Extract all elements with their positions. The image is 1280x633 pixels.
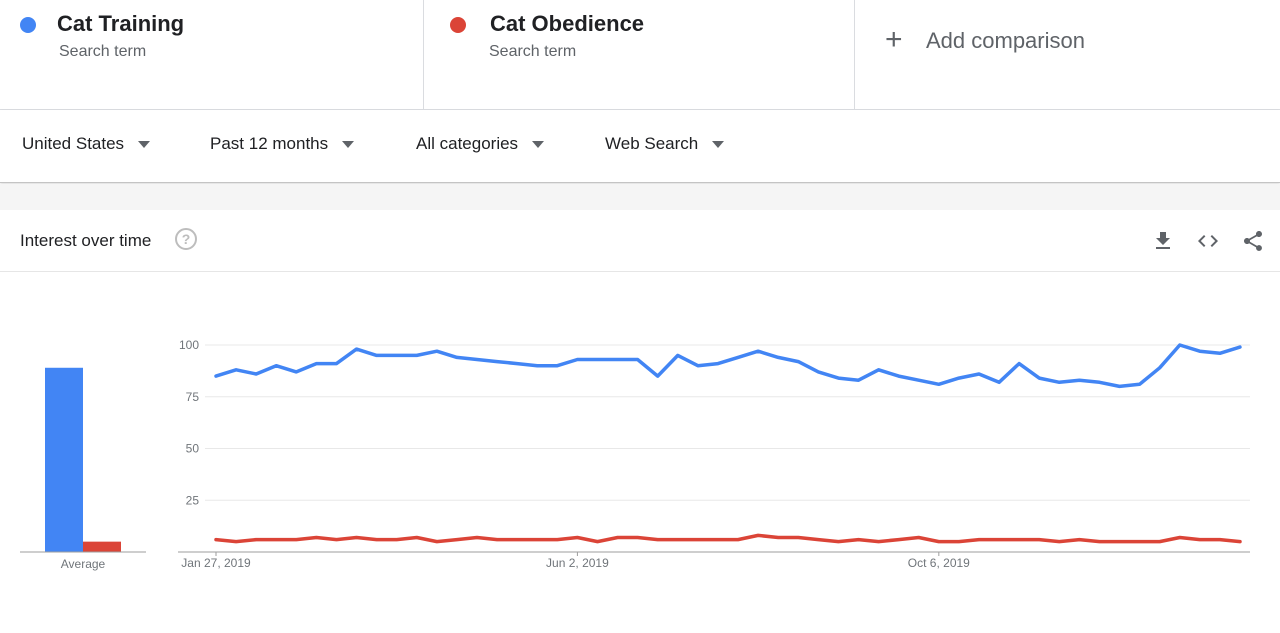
interest-over-time-chart[interactable]: Average 25 50 75 100 Jan 27, 2019 Jun 2, 2019…	[0, 272, 1280, 602]
search-term-card-cat-training[interactable]: Cat Training Search term	[0, 0, 424, 110]
average-bar-chart: Average	[20, 367, 146, 571]
series-color-dot	[450, 17, 466, 33]
region-filter-dropdown[interactable]: United States	[22, 134, 151, 154]
x-tick-label: Jan 27, 2019	[181, 556, 251, 570]
region-filter-label: United States	[22, 134, 125, 153]
x-tick-label: Oct 6, 2019	[908, 556, 970, 570]
embed-code-icon[interactable]	[1196, 229, 1220, 253]
caret-down-icon	[532, 141, 545, 148]
download-icon[interactable]	[1151, 229, 1175, 253]
search-term-subtitle: Search term	[489, 43, 577, 60]
average-bar-cat-obedience[interactable]	[83, 541, 121, 552]
chart-series-lines	[214, 343, 1242, 544]
card-title: Interest over time	[20, 231, 152, 250]
card-header: Interest over time ?	[0, 210, 1280, 272]
caret-down-icon	[342, 141, 355, 148]
add-comparison-button[interactable]: + Add comparison	[855, 0, 1280, 109]
x-tick-label: Jun 2, 2019	[546, 556, 609, 570]
section-gap	[0, 184, 1280, 210]
average-label: Average	[61, 557, 106, 571]
series-line-cat-training[interactable]	[214, 343, 1242, 389]
category-filter-dropdown[interactable]: All categories	[416, 134, 545, 154]
time-range-filter-dropdown[interactable]: Past 12 months	[210, 134, 355, 154]
y-tick-label: 50	[186, 442, 200, 456]
average-bar-cat-training[interactable]	[45, 367, 83, 552]
time-range-filter-label: Past 12 months	[210, 134, 329, 153]
share-icon[interactable]	[1241, 229, 1265, 253]
y-tick-label: 100	[179, 338, 199, 352]
chart-gridlines: 25 50 75 100 Jan 27, 2019 Jun 2, 2019 Oct 6, 2…	[178, 338, 1250, 570]
search-term-subtitle: Search term	[59, 43, 147, 60]
search-type-filter-dropdown[interactable]: Web Search	[605, 134, 725, 154]
series-line-cat-obedience[interactable]	[214, 533, 1242, 544]
y-tick-label: 25	[186, 493, 200, 507]
search-term-card-cat-obedience[interactable]: Cat Obedience Search term	[424, 0, 855, 110]
caret-down-icon	[712, 141, 725, 148]
y-tick-label: 75	[186, 390, 200, 404]
search-type-filter-label: Web Search	[605, 134, 699, 153]
help-icon[interactable]: ?	[175, 228, 197, 250]
add-comparison-label: Add comparison	[926, 28, 1085, 53]
caret-down-icon	[138, 141, 151, 148]
category-filter-label: All categories	[416, 134, 519, 153]
filter-bar: United States Past 12 months All categor…	[0, 110, 1280, 183]
search-term-title: Cat Training	[57, 11, 185, 36]
plus-icon: +	[885, 23, 903, 56]
interest-over-time-card: Interest over time ?	[0, 210, 1280, 633]
search-term-title: Cat Obedience	[490, 11, 645, 36]
comparison-bar: Cat Training Search term Cat Obedience S…	[0, 0, 1280, 110]
series-color-dot	[20, 17, 36, 33]
